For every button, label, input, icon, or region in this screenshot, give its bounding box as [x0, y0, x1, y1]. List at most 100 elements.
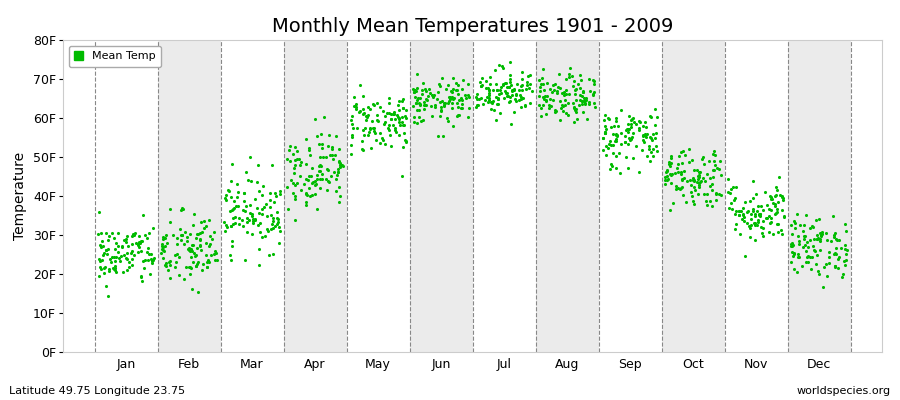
Point [629, 121, 643, 128]
Point [519, 78, 534, 85]
Point [144, 251, 158, 258]
Point [805, 223, 819, 229]
Point [752, 217, 766, 223]
Point [94, 230, 108, 236]
Point [562, 91, 576, 97]
Point [305, 165, 320, 171]
Point [268, 223, 283, 229]
Point [596, 147, 610, 153]
Point [503, 79, 517, 86]
Point [660, 173, 674, 180]
Point [156, 247, 170, 253]
Point [113, 253, 128, 260]
Point [428, 104, 442, 110]
Point [417, 102, 431, 108]
Point [349, 105, 364, 112]
Point [801, 258, 815, 265]
Point [500, 84, 514, 90]
Point [194, 237, 208, 243]
Point [814, 233, 828, 240]
Point [243, 201, 257, 208]
Point [187, 250, 202, 256]
Point [369, 136, 383, 143]
Point [245, 213, 259, 220]
Point [658, 174, 672, 180]
Point [306, 179, 320, 186]
Point [623, 137, 637, 144]
Point [806, 243, 821, 250]
Point [838, 242, 852, 248]
Point [675, 159, 689, 166]
Point [300, 192, 314, 198]
Point [536, 65, 550, 72]
Point [104, 254, 119, 260]
Point [312, 154, 327, 160]
Point [504, 92, 518, 98]
Point [336, 162, 350, 168]
Point [478, 97, 492, 103]
Point [146, 257, 160, 264]
Point [784, 243, 798, 249]
Point [491, 94, 505, 101]
Point [382, 121, 396, 128]
Point [451, 111, 465, 118]
Point [492, 62, 507, 69]
Point [617, 138, 632, 145]
Point [790, 211, 805, 217]
Point [411, 100, 426, 106]
Point [691, 180, 706, 186]
Point [230, 181, 244, 188]
Point [219, 222, 233, 228]
Point [649, 130, 663, 136]
Point [140, 245, 155, 251]
Point [256, 192, 270, 198]
Point [711, 190, 725, 197]
Point [709, 197, 724, 203]
Point [242, 217, 256, 223]
Point [578, 101, 592, 108]
Point [310, 172, 325, 178]
Point [109, 240, 123, 246]
Point [554, 117, 568, 124]
Point [604, 124, 618, 130]
Point [378, 141, 392, 148]
Point [332, 199, 347, 205]
Point [370, 100, 384, 106]
Point [183, 248, 197, 254]
Point [356, 110, 371, 116]
Point [626, 116, 640, 122]
Point [347, 102, 362, 109]
Point [243, 209, 257, 216]
Point [636, 137, 651, 143]
Point [159, 260, 174, 266]
Point [146, 225, 160, 231]
Point [562, 71, 576, 78]
Point [834, 274, 849, 281]
Point [107, 266, 122, 272]
Point [95, 243, 110, 249]
Point [756, 232, 770, 239]
Point [188, 253, 202, 260]
Point [180, 246, 194, 252]
Point [568, 107, 582, 114]
Point [130, 242, 145, 248]
Point [490, 87, 504, 94]
Point [104, 258, 118, 265]
Point [599, 126, 614, 132]
Point [386, 110, 400, 117]
Point [415, 87, 429, 93]
Point [649, 143, 663, 149]
Point [255, 206, 269, 212]
Point [536, 102, 550, 108]
Point [662, 171, 677, 177]
Point [840, 246, 854, 253]
Point [532, 76, 546, 83]
Point [120, 250, 134, 256]
Point [675, 192, 689, 198]
Point [124, 256, 139, 262]
Point [533, 84, 547, 90]
Point [251, 246, 266, 252]
Point [566, 78, 580, 84]
Point [639, 124, 653, 130]
Point [575, 88, 590, 94]
